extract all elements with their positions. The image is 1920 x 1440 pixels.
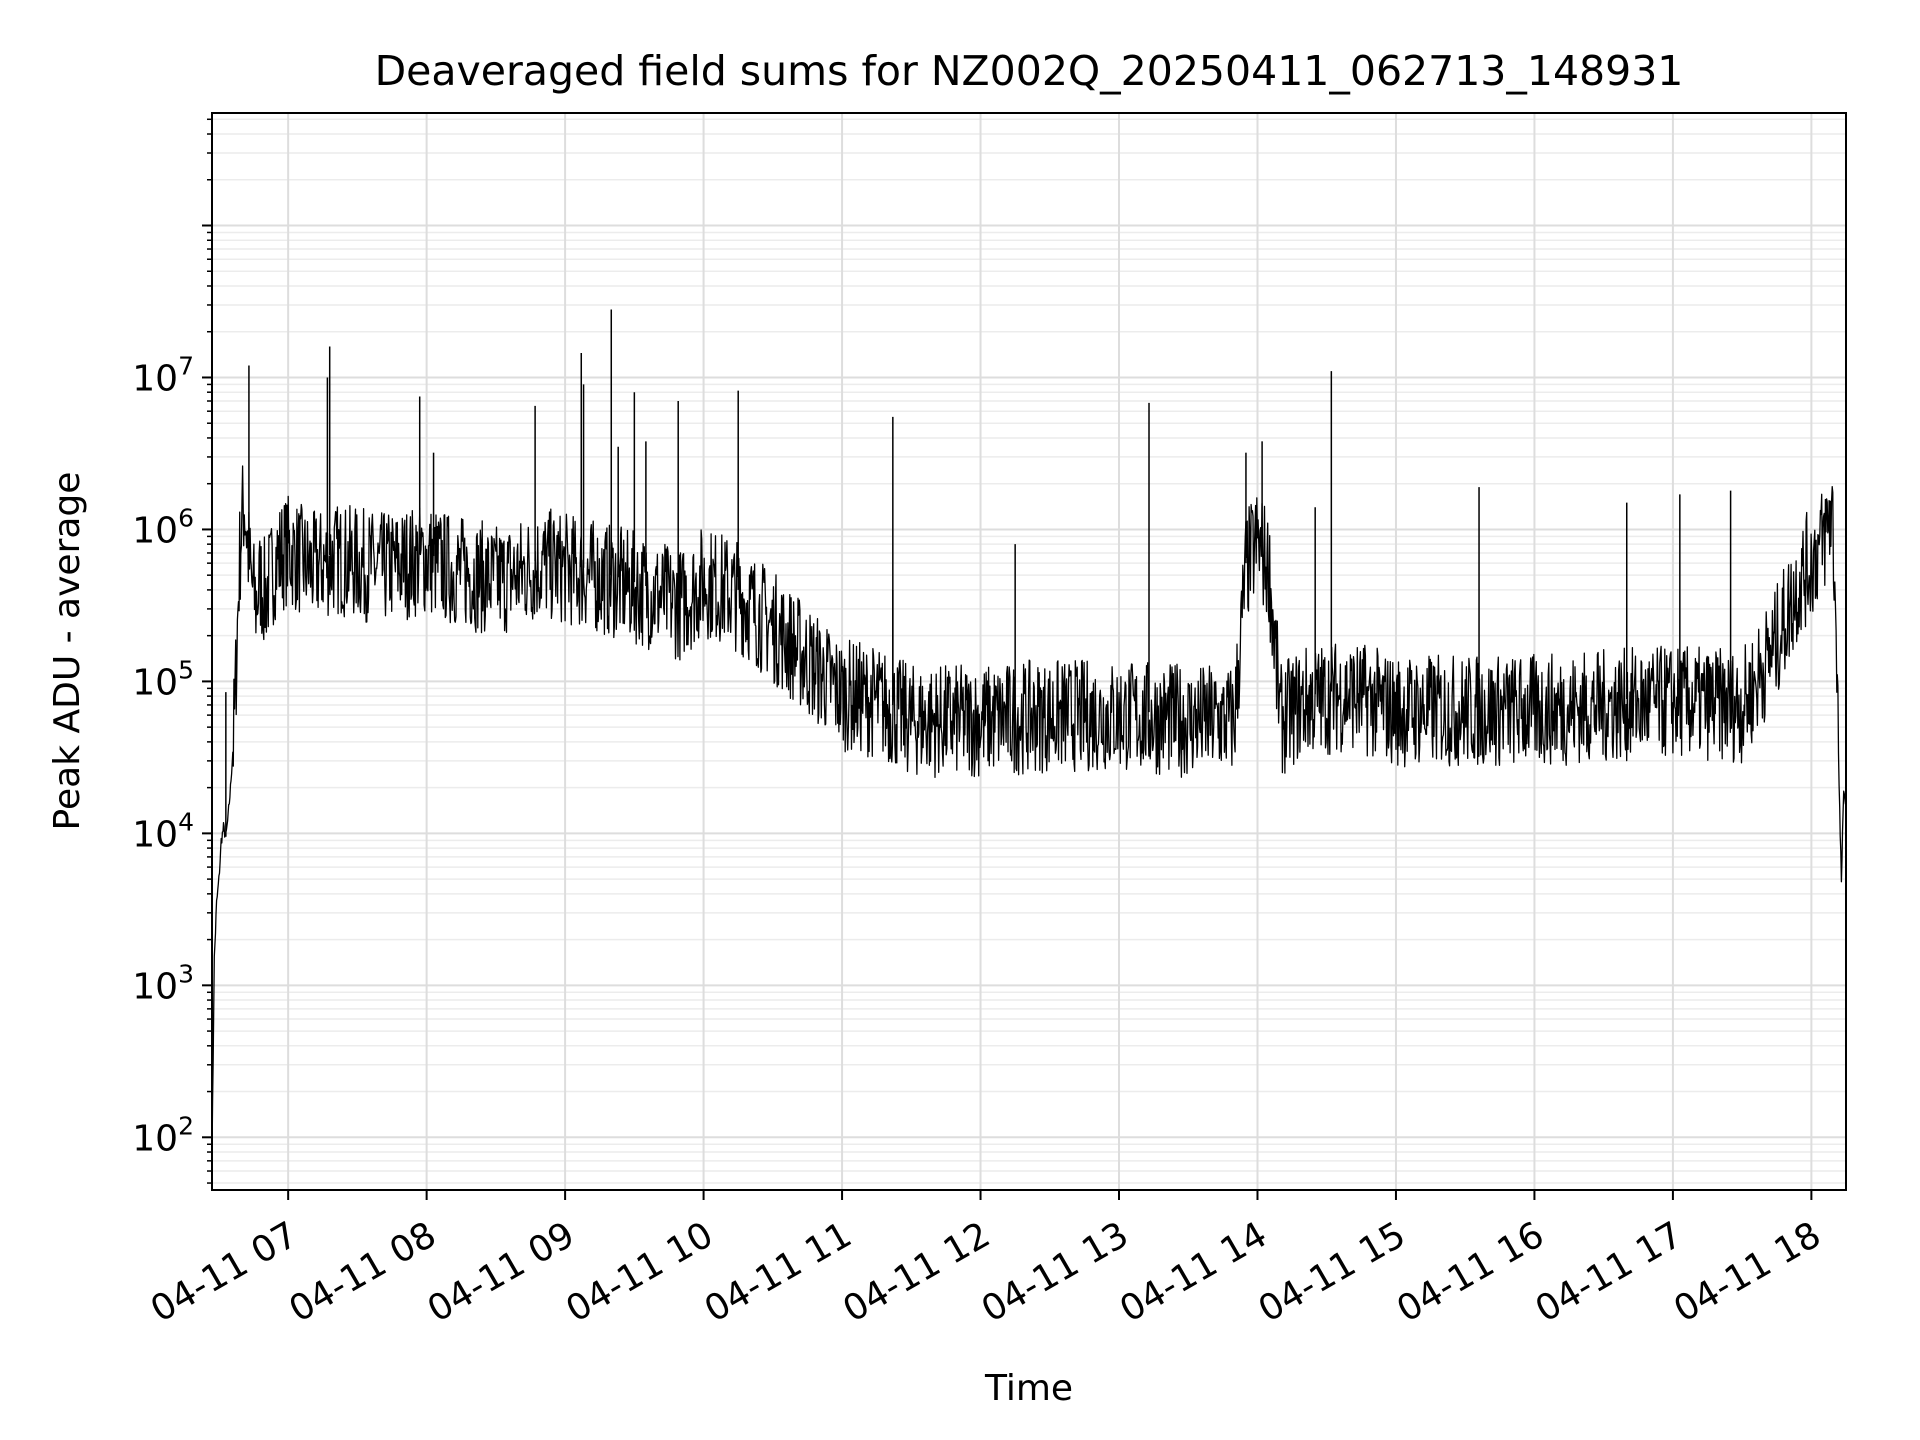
y-tick-label: 102 [132, 1111, 194, 1159]
y-axis-ticks: 102 103 104 105 106 107 [132, 118, 212, 1184]
y-tick-label: 105 [132, 655, 194, 703]
plot-frame [211, 112, 1847, 1191]
series-line [212, 309, 1846, 1159]
y-tick-label: 107 [132, 351, 194, 399]
chart-title: Deaveraged field sums for NZ002Q_2025041… [375, 47, 1684, 95]
y-tick-label: 103 [132, 959, 194, 1007]
x-axis-label: Time [984, 1368, 1073, 1409]
series-path [212, 465, 1846, 1159]
y-tick-label: 104 [132, 807, 194, 855]
y-tick-label: 106 [132, 503, 194, 551]
y-axis-label: Peak ADU - average [47, 472, 88, 831]
grid [212, 113, 1846, 1190]
